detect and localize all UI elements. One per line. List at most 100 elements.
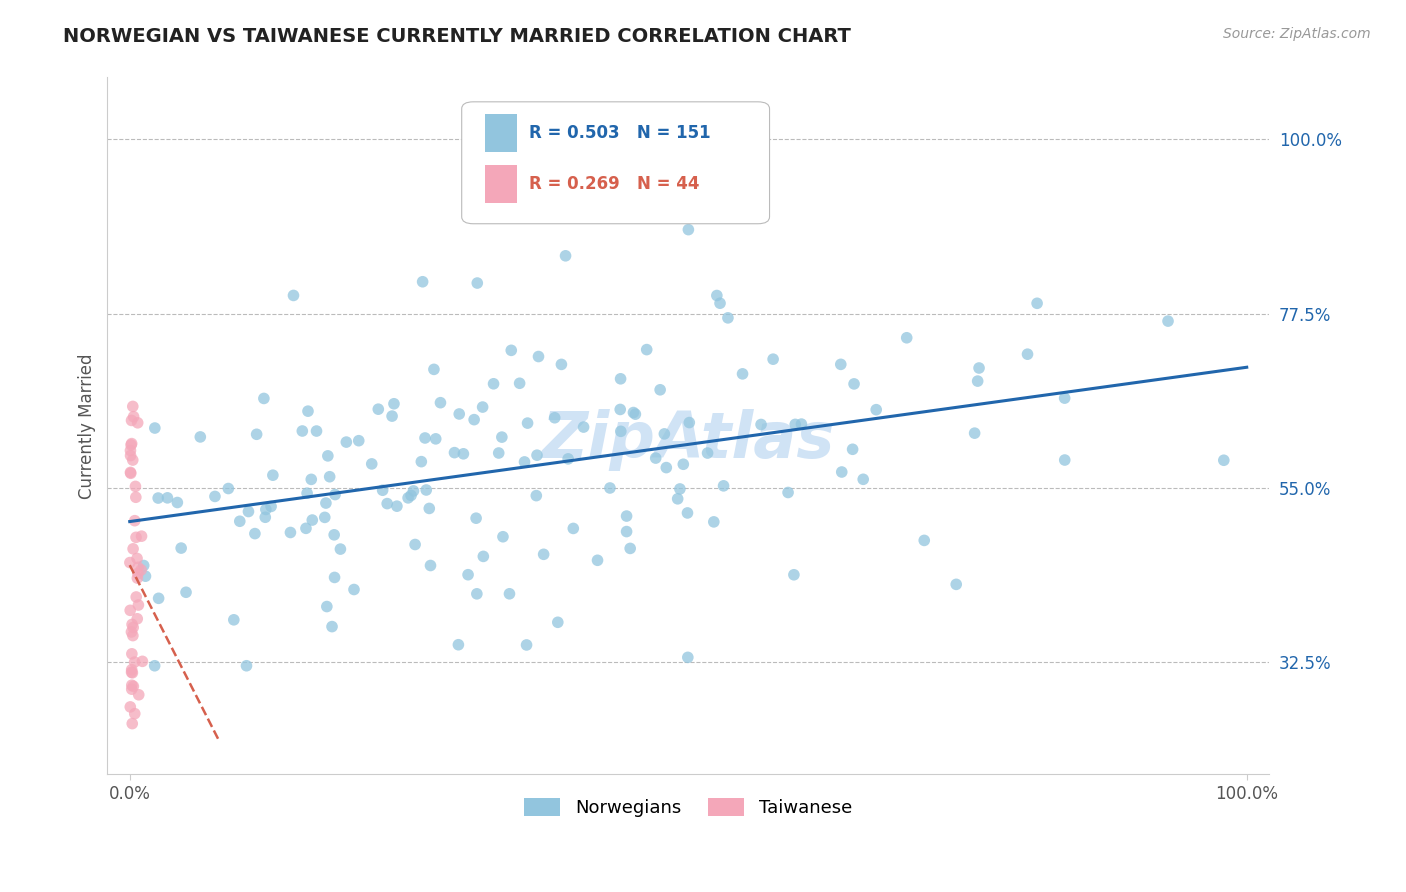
- Point: [120, 467, 142, 481]
- Point: [122, 620, 145, 634]
- Point: [381, 409, 404, 423]
- Point: [127, 571, 149, 585]
- Point: [527, 350, 550, 364]
- Point: [229, 514, 252, 528]
- Point: [217, 482, 239, 496]
- Point: [672, 457, 695, 471]
- Point: [134, 569, 156, 583]
- Point: [291, 424, 314, 438]
- Point: [678, 416, 700, 430]
- Point: [127, 416, 149, 430]
- Point: [121, 453, 143, 467]
- Point: [599, 481, 621, 495]
- Point: [323, 487, 346, 501]
- Point: [516, 638, 538, 652]
- Point: [295, 486, 318, 500]
- Legend: Norwegians, Taiwanese: Norwegians, Taiwanese: [517, 791, 859, 824]
- Point: [318, 469, 340, 483]
- Point: [509, 376, 531, 391]
- Point: [709, 296, 731, 310]
- Point: [121, 647, 143, 661]
- Point: [121, 413, 143, 427]
- Point: [127, 612, 149, 626]
- Point: [121, 663, 143, 677]
- Point: [1017, 347, 1039, 361]
- Point: [1053, 453, 1076, 467]
- Point: [128, 688, 150, 702]
- Point: [382, 397, 405, 411]
- Point: [396, 491, 419, 505]
- Point: [131, 654, 153, 668]
- Point: [830, 357, 852, 371]
- Point: [121, 716, 143, 731]
- Point: [572, 420, 595, 434]
- Point: [516, 416, 538, 430]
- Point: [120, 624, 142, 639]
- Point: [492, 530, 515, 544]
- Point: [323, 570, 346, 584]
- Point: [547, 615, 569, 630]
- Point: [609, 402, 631, 417]
- Point: [411, 455, 433, 469]
- Point: [367, 402, 389, 417]
- Point: [654, 426, 676, 441]
- Text: R = 0.503   N = 151: R = 0.503 N = 151: [529, 124, 710, 142]
- Point: [557, 451, 579, 466]
- Text: R = 0.269   N = 44: R = 0.269 N = 44: [529, 175, 700, 193]
- FancyBboxPatch shape: [485, 113, 517, 152]
- Point: [842, 376, 865, 391]
- Point: [156, 491, 179, 505]
- Point: [120, 438, 142, 452]
- Point: [125, 530, 148, 544]
- Point: [419, 558, 441, 573]
- Point: [315, 496, 337, 510]
- Point: [609, 372, 631, 386]
- Point: [127, 566, 149, 581]
- Point: [222, 613, 245, 627]
- Point: [170, 541, 193, 555]
- Point: [783, 567, 806, 582]
- Point: [297, 404, 319, 418]
- Point: [143, 421, 166, 435]
- Point: [166, 495, 188, 509]
- Point: [131, 529, 153, 543]
- Point: [121, 400, 143, 414]
- Point: [412, 275, 434, 289]
- Point: [329, 542, 352, 557]
- Point: [778, 485, 800, 500]
- Point: [305, 424, 328, 438]
- Point: [465, 587, 488, 601]
- Point: [655, 460, 678, 475]
- Point: [676, 650, 699, 665]
- Point: [463, 412, 485, 426]
- Point: [124, 514, 146, 528]
- Point: [204, 490, 226, 504]
- Point: [457, 567, 479, 582]
- Point: [513, 455, 536, 469]
- Point: [402, 483, 425, 498]
- Point: [644, 451, 666, 466]
- Point: [945, 577, 967, 591]
- Point: [616, 509, 638, 524]
- Point: [491, 430, 513, 444]
- Point: [912, 533, 935, 548]
- Point: [717, 310, 740, 325]
- Point: [465, 276, 488, 290]
- Point: [124, 706, 146, 721]
- Point: [321, 619, 343, 633]
- FancyBboxPatch shape: [461, 102, 769, 224]
- Point: [762, 352, 785, 367]
- Point: [254, 502, 277, 516]
- Point: [967, 361, 990, 376]
- Point: [360, 457, 382, 471]
- FancyBboxPatch shape: [485, 164, 517, 202]
- Point: [280, 525, 302, 540]
- Point: [669, 482, 692, 496]
- Point: [447, 638, 470, 652]
- Point: [636, 343, 658, 357]
- Point: [253, 392, 276, 406]
- Point: [498, 587, 520, 601]
- Point: [443, 445, 465, 459]
- Point: [260, 500, 283, 514]
- Point: [385, 499, 408, 513]
